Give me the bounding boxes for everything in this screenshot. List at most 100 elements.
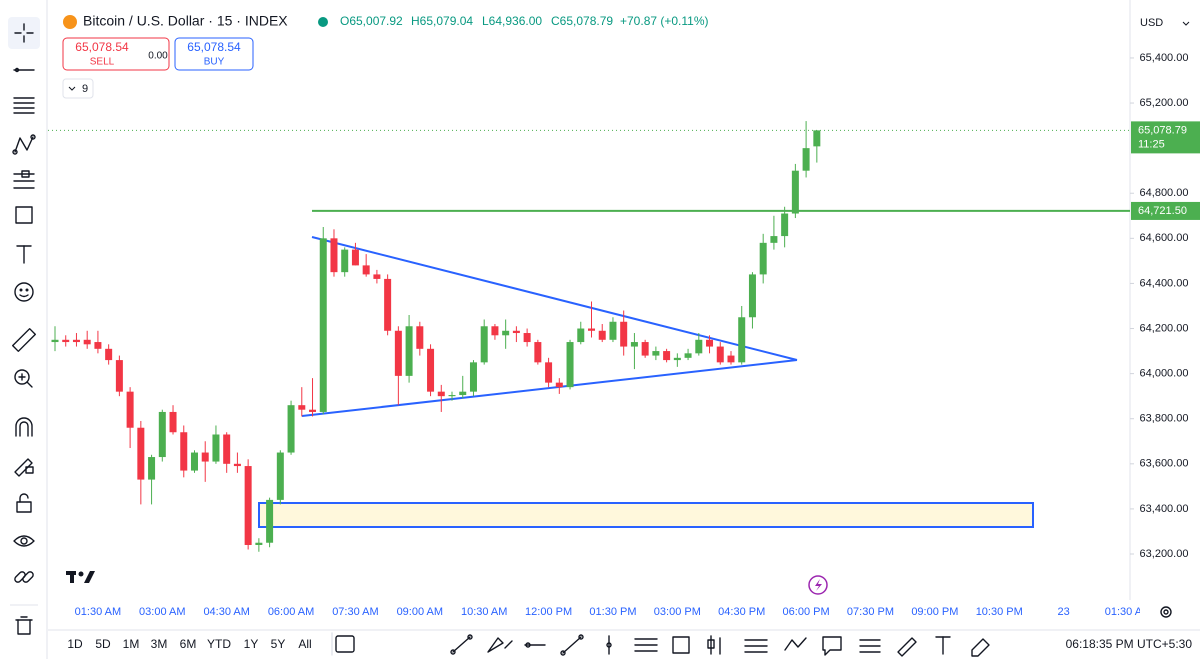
y-tick-label: 64,400.00: [1140, 277, 1189, 289]
candle-body: [309, 409, 317, 412]
candle-body: [158, 411, 166, 458]
shape-tool-part: [15, 206, 33, 224]
trend-line-tool[interactable]: [13, 67, 35, 73]
candle-body: [351, 249, 359, 266]
candle-body: [502, 330, 510, 336]
crosshair-tool[interactable]: [14, 23, 34, 43]
buy-button[interactable]: 65,078.54 BUY: [174, 37, 254, 71]
range-button[interactable]: 6M: [180, 637, 197, 651]
zoom-tool[interactable]: [14, 369, 33, 388]
text-tool[interactable]: [16, 245, 32, 264]
link-tool[interactable]: [14, 571, 35, 584]
candle-body: [266, 499, 274, 543]
x-tick-label: 10:30 AM: [461, 606, 507, 618]
visibility-tool[interactable]: [13, 535, 35, 547]
candle-body: [630, 342, 638, 347]
candle-body: [319, 238, 327, 412]
candle-body: [276, 452, 284, 500]
indicators-toggle[interactable]: 9: [62, 78, 94, 99]
x-tick-label: 04:30 AM: [203, 606, 249, 618]
currency-selector[interactable]: USD: [1131, 9, 1197, 37]
zone-rectangle[interactable]: [258, 502, 1034, 528]
candle-body: [169, 411, 177, 433]
candle-body: [545, 362, 553, 383]
x-tick-label: 09:00 AM: [397, 606, 443, 618]
bottom-drawing-tools-part: [525, 642, 531, 648]
delete-tool[interactable]: [15, 616, 33, 635]
fib-tool[interactable]: [13, 170, 35, 189]
candle-body: [201, 452, 209, 462]
bottom-drawing-tools-part: [450, 649, 456, 655]
candle-body: [813, 130, 821, 147]
candle-body: [255, 542, 263, 545]
range-button[interactable]: 1D: [67, 637, 83, 651]
candle-body: [287, 405, 295, 453]
range-button[interactable]: 5D: [95, 637, 111, 651]
shape-tool[interactable]: [15, 206, 33, 224]
bottom-drawing-tools-part: [707, 639, 715, 649]
axis-settings-part: [1160, 606, 1172, 618]
candle-body: [330, 238, 338, 273]
lock-tool-part: [19, 493, 29, 503]
range-button[interactable]: 1Y: [244, 637, 259, 651]
x-tick-label: 01:30 AM: [75, 606, 121, 618]
emoji-tool[interactable]: [14, 282, 34, 302]
candle-body: [480, 326, 488, 363]
flash-widget[interactable]: [808, 575, 828, 595]
y-tick-label: 63,400.00: [1140, 503, 1189, 515]
ohlc-close: C65,078.79: [551, 14, 613, 28]
candle-body: [652, 351, 660, 356]
bottom-drawing-tools[interactable]: [331, 632, 990, 657]
magnet-tool[interactable]: [15, 417, 33, 437]
candle-body: [394, 330, 402, 376]
pattern-tool[interactable]: [12, 134, 36, 155]
x-tick-label: 23: [1057, 606, 1069, 618]
magnet-tool-part: [19, 421, 29, 437]
triangle-upper-line[interactable]: [311, 236, 798, 361]
market-status: [318, 17, 328, 27]
candle-body: [706, 339, 714, 347]
logo-part: [84, 571, 95, 583]
candle-body: [223, 434, 231, 464]
lines-tool[interactable]: [13, 97, 35, 114]
range-button[interactable]: 1M: [123, 637, 140, 651]
y-tick-label: 64,800.00: [1140, 187, 1189, 199]
range-button[interactable]: All: [298, 637, 311, 651]
buy-price: 65,078.54: [187, 40, 241, 54]
left-toolbar[interactable]: [8, 0, 48, 659]
logo: [66, 571, 95, 583]
candle-body: [72, 339, 80, 343]
candle-body: [684, 353, 692, 358]
time-axis: 01:30 AM 03:00 AM 04:30 AM 06:00 AM 07:30 AM…: [75, 606, 1140, 618]
candle-body: [673, 357, 681, 361]
ohlc-low: L64,936.00: [482, 14, 542, 28]
visibility-tool-part: [13, 535, 35, 547]
range-button[interactable]: 3M: [151, 637, 168, 651]
axis-settings[interactable]: [1160, 606, 1172, 618]
emoji-tool-part: [25, 288, 29, 292]
bottom-drawing-tools-part: [971, 638, 990, 657]
sell-button[interactable]: 65,078.54 SELL: [62, 37, 170, 71]
axis-settings-part: [1163, 609, 1169, 615]
candle-body: [759, 242, 767, 275]
range-button[interactable]: YTD: [207, 637, 231, 651]
candle-body: [180, 432, 188, 471]
lock-tool[interactable]: [16, 493, 32, 513]
triangle-lower-line[interactable]: [301, 359, 798, 417]
measure-tool[interactable]: [11, 327, 37, 353]
candle-body: [448, 395, 456, 397]
zoom-tool-part: [26, 381, 33, 388]
bottom-drawing-tools-part: [335, 635, 355, 653]
emoji-tool-part: [19, 288, 23, 292]
lock-tool-part: [16, 501, 32, 513]
draw-lock-tool[interactable]: [14, 458, 34, 477]
candle-body: [62, 339, 70, 343]
bottom-drawing-tools-part: [560, 650, 566, 656]
range-button[interactable]: 5Y: [271, 637, 286, 651]
candle-body: [137, 427, 145, 480]
symbol-title[interactable]: Bitcoin / U.S. Dollar · 15 · INDEX: [83, 13, 288, 29]
candle-body: [620, 321, 628, 347]
candle-body: [566, 342, 574, 388]
